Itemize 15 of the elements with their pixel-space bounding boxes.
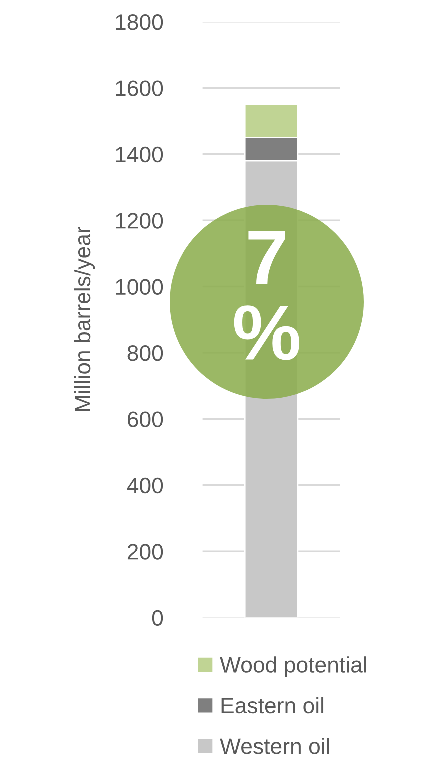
y-tick-label: 400	[127, 478, 164, 494]
y-tick-label: 1400	[116, 146, 164, 163]
y-tick-label: 800	[128, 346, 164, 362]
y-axis-title: Million barrels/year	[74, 226, 96, 412]
y-tick-label: 1000	[116, 279, 164, 296]
y-tick-label: 600	[128, 412, 164, 428]
y-tick-label: 0	[152, 610, 164, 626]
legend-label: Western oil	[220, 738, 330, 754]
y-tick-label: 1800	[116, 14, 164, 30]
annotation: 7 %	[234, 230, 300, 360]
y-tick-label: 1600	[116, 80, 164, 96]
legend-label: Wood potential	[220, 656, 366, 678]
y-tick-label: 200	[128, 544, 164, 560]
y-tick-label: 1200	[116, 213, 164, 229]
legend-label: Eastern oil	[222, 697, 324, 714]
